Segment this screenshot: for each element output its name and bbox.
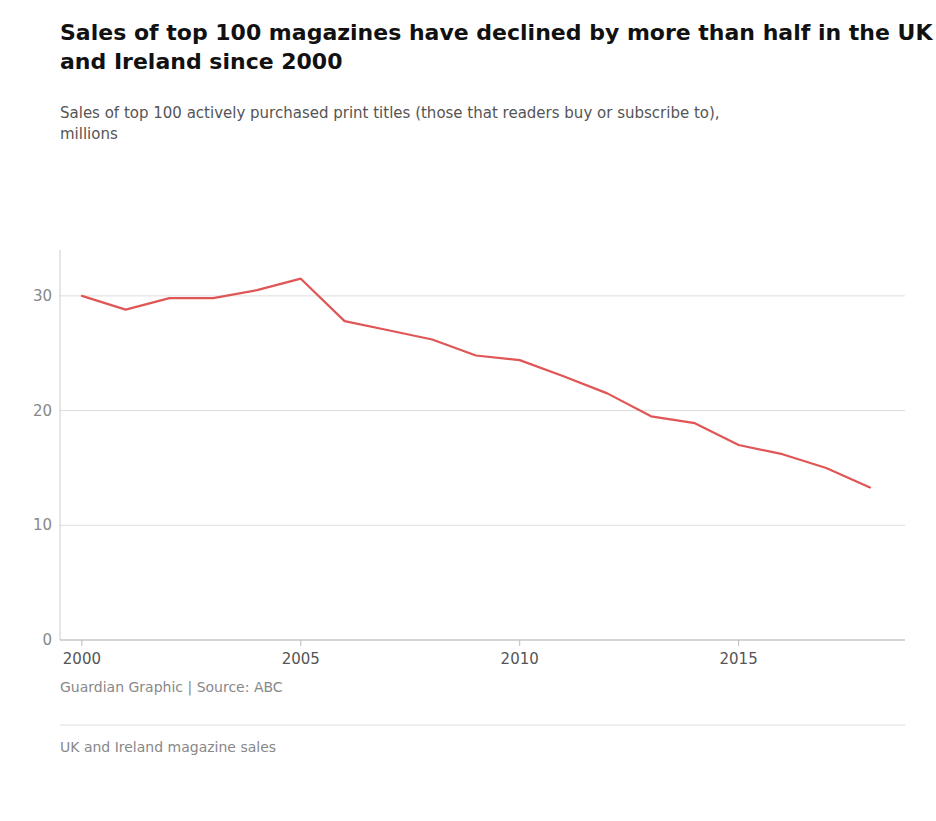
x-tick [519,640,520,646]
y-tick-label: 0 [42,631,52,649]
plot-area [82,279,870,488]
y-axis-line [60,250,61,640]
x-tick [300,640,301,646]
x-axis-line [60,640,905,641]
chart: Sales of top 100 magazines have declined… [0,0,936,821]
chart-container: Sales of top 100 magazines have declined… [0,0,936,821]
grid-line [60,410,905,411]
title: Sales of top 100 magazines have declined… [60,20,933,74]
x-tick-label: 2010 [501,650,539,668]
axes: 0 10 20 30 2000 2005 2010 2015 [33,250,905,668]
subtitle: Sales of top 100 actively purchased prin… [60,104,720,143]
x-tick-label: 2015 [720,650,758,668]
grid-line [60,640,905,641]
line [82,279,870,488]
x-tick-label: 2000 [63,650,101,668]
grid-line [60,525,905,526]
y-tick-label: 20 [33,402,52,420]
subtitle-line: Sales of top 100 actively purchased prin… [60,104,720,122]
title-line: Sales of top 100 magazines have declined… [60,20,933,45]
title-line: and Ireland since 2000 [60,49,342,74]
x-tick [81,640,82,646]
x-tick [738,640,739,646]
y-tick-label: 10 [33,516,52,534]
annotation: UK and Ireland magazine sales [60,739,276,755]
grid [60,296,905,640]
grid-line [60,295,905,296]
separator [60,725,905,726]
annotation: Guardian Graphic | Source: ABC [60,679,283,696]
x-tick-label: 2005 [282,650,320,668]
subtitle-line: millions [60,125,118,143]
y-tick-label: 30 [33,287,52,305]
